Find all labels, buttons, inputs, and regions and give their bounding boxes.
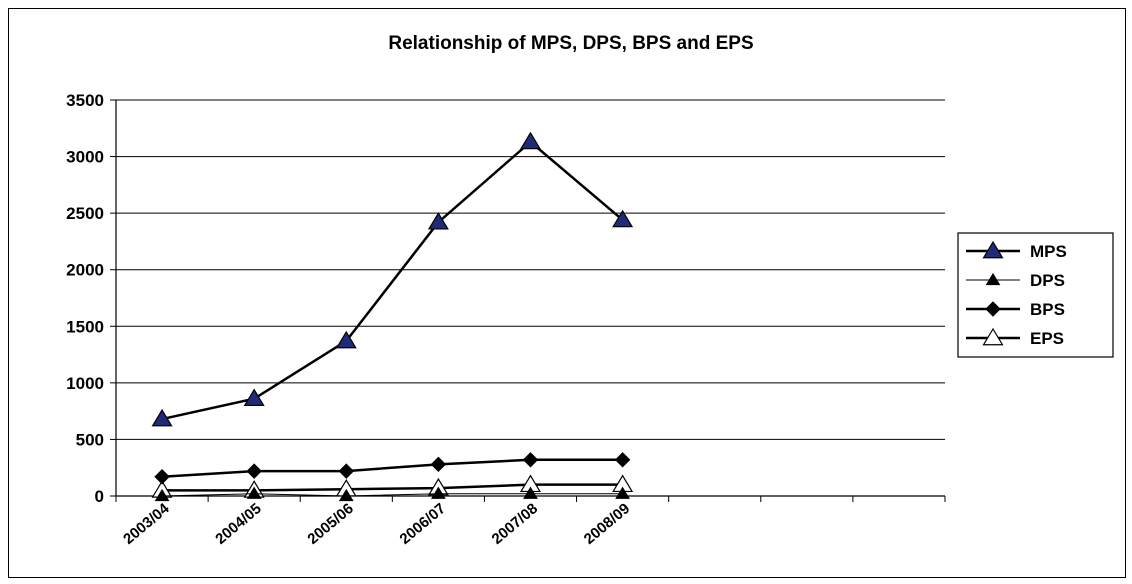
x-tick-label: 2003/04: [120, 500, 173, 548]
legend-marker-dps: [985, 272, 1001, 286]
legend-marker-bps: [985, 301, 1001, 317]
data-point-mps: [612, 209, 634, 228]
data-point-mps: [519, 131, 542, 150]
chart-area: Relationship of MPS, DPS, BPS and EPS 0 5…: [8, 8, 1126, 578]
data-point-mps: [335, 330, 357, 349]
y-tick-label: 3000: [66, 148, 104, 167]
series-line-dps: [162, 493, 623, 497]
y-tick-label: 2500: [66, 204, 104, 223]
line-chart: Relationship of MPS, DPS, BPS and EPS 0 5…: [66, 33, 1114, 548]
data-point-dps: [338, 488, 354, 502]
data-point-bps: [338, 463, 354, 479]
legend-marker-mps: [982, 240, 1004, 259]
legend-label-mps: MPS: [1030, 242, 1067, 261]
chart-title: Relationship of MPS, DPS, BPS and EPS: [388, 33, 753, 54]
data-point-mps: [427, 212, 449, 230]
legend-box: [957, 232, 1114, 358]
y-tick-label: 2000: [66, 261, 104, 280]
data-point-bps: [154, 469, 170, 485]
legend-label-bps: BPS: [1030, 300, 1065, 319]
y-tick-label: 500: [76, 430, 104, 449]
data-point-dps: [154, 488, 170, 502]
y-tick-label: 1500: [66, 317, 104, 336]
data-point-bps: [614, 452, 631, 468]
data-point-dps: [431, 486, 446, 499]
data-point-dps: [615, 486, 630, 499]
legend-label-dps: DPS: [1030, 271, 1065, 290]
series-line-mps: [161, 140, 624, 421]
x-tick-label: 2004/05: [212, 500, 264, 548]
data-point-mps: [243, 388, 265, 407]
x-tick-label: 2008/09: [581, 500, 633, 548]
series-line-bps: [161, 458, 623, 479]
y-tick-label: 0: [95, 487, 104, 506]
x-tick-label: 2007/08: [489, 500, 541, 548]
data-point-mps: [151, 408, 173, 427]
x-tick-label: 2006/07: [396, 500, 448, 548]
legend-marker-eps: [982, 327, 1004, 346]
data-point-bps: [430, 456, 447, 473]
series-line-eps: [162, 483, 623, 492]
y-tick-label: 3500: [66, 91, 104, 110]
data-point-bps: [522, 452, 539, 468]
x-tick-label: 2005/06: [304, 500, 356, 548]
y-tick-label: 1000: [66, 374, 104, 393]
data-point-dps: [523, 486, 538, 499]
legend-label-eps: EPS: [1030, 329, 1064, 348]
data-point-dps: [246, 486, 262, 499]
data-point-bps: [246, 463, 262, 479]
